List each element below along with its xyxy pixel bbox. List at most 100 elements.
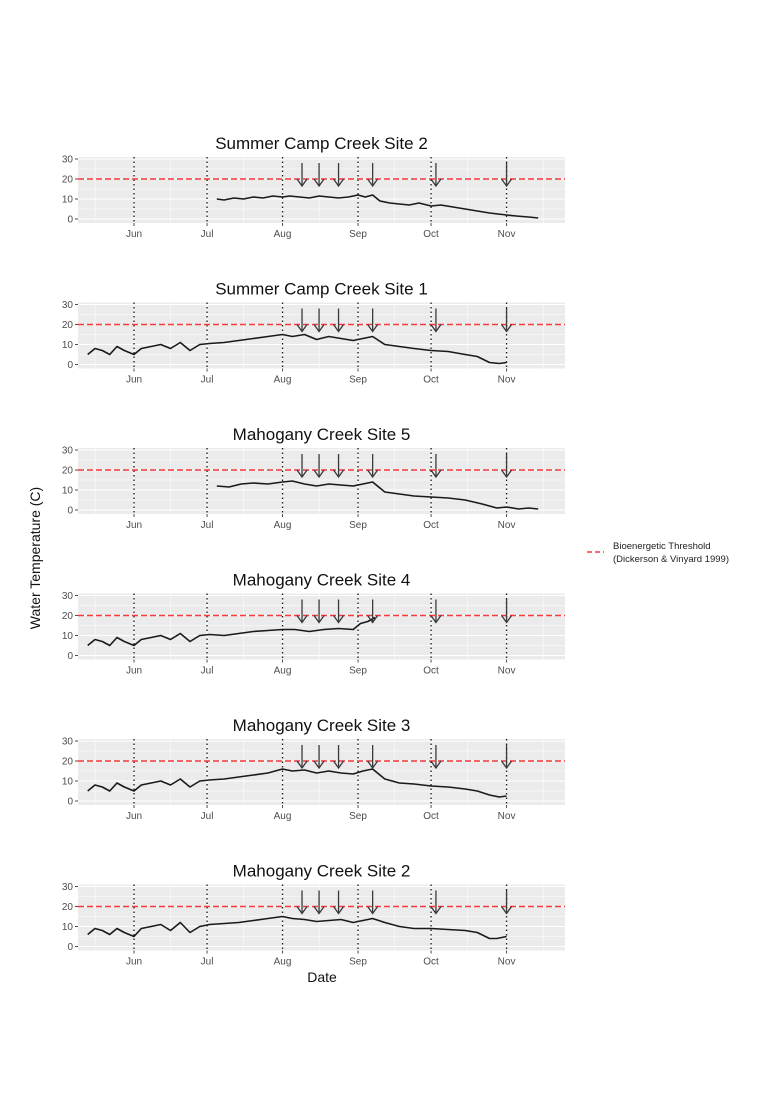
event-arrow-head	[501, 178, 513, 188]
y-tick-label: 10	[62, 195, 74, 206]
x-tick-label: Nov	[498, 666, 516, 677]
panel: Summer Camp Creek Site 1 0 10 20 30 Jun Jul Aug…	[62, 280, 565, 386]
y-tick-label: 20	[62, 902, 74, 913]
x-tick-label: Aug	[274, 811, 292, 822]
temperature-line	[87, 915, 507, 940]
panels: Summer Camp Creek Site 2 0 10 20 30 Jun Jul Aug…	[62, 134, 565, 968]
event-arrow-head	[296, 178, 308, 188]
x-tick-label: Jun	[126, 666, 142, 677]
y-tick-label: 20	[62, 320, 74, 331]
y-tick-label: 0	[67, 360, 73, 371]
event-arrow-head	[333, 906, 345, 915]
event-arrow-head	[313, 906, 325, 915]
x-tick-label: Jul	[201, 375, 214, 386]
panel: Mahogany Creek Site 3 0 10 20 30 Jun Jul Aug Sep…	[62, 716, 565, 822]
event-arrow-head	[367, 615, 379, 624]
y-tick-label: 0	[67, 942, 73, 953]
y-tick-label: 20	[62, 757, 74, 768]
y-tick-label: 0	[67, 506, 73, 517]
event-arrow-head	[333, 178, 345, 188]
panel-title: Summer Camp Creek Site 2	[215, 134, 428, 153]
x-tick-label: Oct	[423, 520, 439, 531]
legend-label-line1: Bioenergetic Threshold	[613, 541, 711, 552]
temperature-line	[87, 768, 507, 798]
panel-title: Summer Camp Creek Site 1	[215, 280, 428, 299]
y-tick-label: 10	[62, 631, 74, 642]
y-tick-label: 30	[62, 446, 74, 457]
event-arrow-head	[333, 324, 345, 333]
y-tick-label: 10	[62, 340, 74, 351]
x-tick-label: Jun	[126, 811, 142, 822]
event-arrow-head	[313, 760, 325, 770]
x-tick-label: Aug	[274, 375, 292, 386]
panel: Summer Camp Creek Site 2 0 10 20 30 Jun Jul Aug…	[62, 134, 565, 240]
panel-background	[78, 884, 565, 951]
legend-label-line2: (Dickerson & Vinyard 1999)	[613, 554, 729, 565]
event-arrow-head	[501, 469, 513, 479]
event-arrow-head	[501, 324, 513, 333]
event-arrow-head	[367, 760, 379, 770]
event-arrow-head	[333, 760, 345, 770]
x-tick-label: Oct	[423, 666, 439, 677]
panel-background	[78, 593, 565, 660]
event-arrow-head	[367, 178, 379, 188]
y-tick-label: 30	[62, 737, 74, 748]
y-tick-label: 0	[67, 797, 73, 808]
event-arrow-head	[367, 469, 379, 479]
panel-title: Mahogany Creek Site 2	[233, 862, 411, 881]
x-tick-label: Jun	[126, 520, 142, 531]
event-arrow-head	[313, 178, 325, 188]
x-tick-label: Nov	[498, 957, 516, 968]
x-tick-label: Aug	[274, 957, 292, 968]
event-arrow-head	[501, 760, 513, 770]
y-tick-label: 30	[62, 591, 74, 602]
x-tick-label: Oct	[423, 375, 439, 386]
x-tick-label: Aug	[274, 229, 292, 240]
temperature-line	[87, 333, 507, 365]
legend: Bioenergetic Threshold (Dickerson & Viny…	[587, 541, 729, 565]
temperature-line	[87, 616, 376, 647]
y-tick-label: 20	[62, 611, 74, 622]
y-tick-label: 10	[62, 922, 74, 933]
event-arrow-head	[333, 469, 345, 479]
event-arrow-head	[430, 324, 442, 333]
panel-background	[78, 448, 565, 514]
x-tick-label: Sep	[349, 375, 367, 386]
event-arrow-head	[296, 906, 308, 915]
event-arrow-head	[296, 760, 308, 770]
event-arrow-head	[313, 324, 325, 333]
panel-title: Mahogany Creek Site 5	[233, 425, 411, 444]
temperature-line	[216, 194, 539, 219]
event-arrow-head	[430, 469, 442, 479]
y-tick-label: 20	[62, 466, 74, 477]
x-tick-label: Sep	[349, 520, 367, 531]
x-tick-label: Jun	[126, 957, 142, 968]
y-tick-label: 0	[67, 651, 73, 662]
x-tick-label: Aug	[274, 520, 292, 531]
y-tick-label: 10	[62, 486, 74, 497]
x-tick-label: Jul	[201, 957, 214, 968]
y-tick-label: 20	[62, 175, 74, 186]
event-arrow-head	[296, 469, 308, 479]
event-arrow-head	[430, 906, 442, 915]
x-tick-label: Sep	[349, 229, 367, 240]
temperature-line	[216, 480, 539, 510]
y-tick-label: 30	[62, 300, 74, 311]
event-arrow-head	[367, 906, 379, 915]
x-tick-label: Nov	[498, 811, 516, 822]
panel: Mahogany Creek Site 2 0 10 20 30 Jun Jul Aug Sep…	[62, 862, 565, 968]
event-arrow-head	[313, 469, 325, 479]
x-tick-label: Oct	[423, 811, 439, 822]
event-arrow-head	[430, 615, 442, 624]
event-arrow-head	[333, 615, 345, 624]
panel-title: Mahogany Creek Site 4	[233, 571, 411, 590]
x-tick-label: Sep	[349, 957, 367, 968]
x-tick-label: Sep	[349, 666, 367, 677]
x-tick-label: Jul	[201, 229, 214, 240]
event-arrow-head	[367, 324, 379, 333]
x-tick-label: Nov	[498, 520, 516, 531]
y-tick-label: 0	[67, 215, 73, 226]
y-tick-label: 30	[62, 155, 74, 166]
x-tick-label: Jul	[201, 666, 214, 677]
panel: Mahogany Creek Site 4 0 10 20 30 Jun Jul Aug Sep…	[62, 571, 565, 677]
